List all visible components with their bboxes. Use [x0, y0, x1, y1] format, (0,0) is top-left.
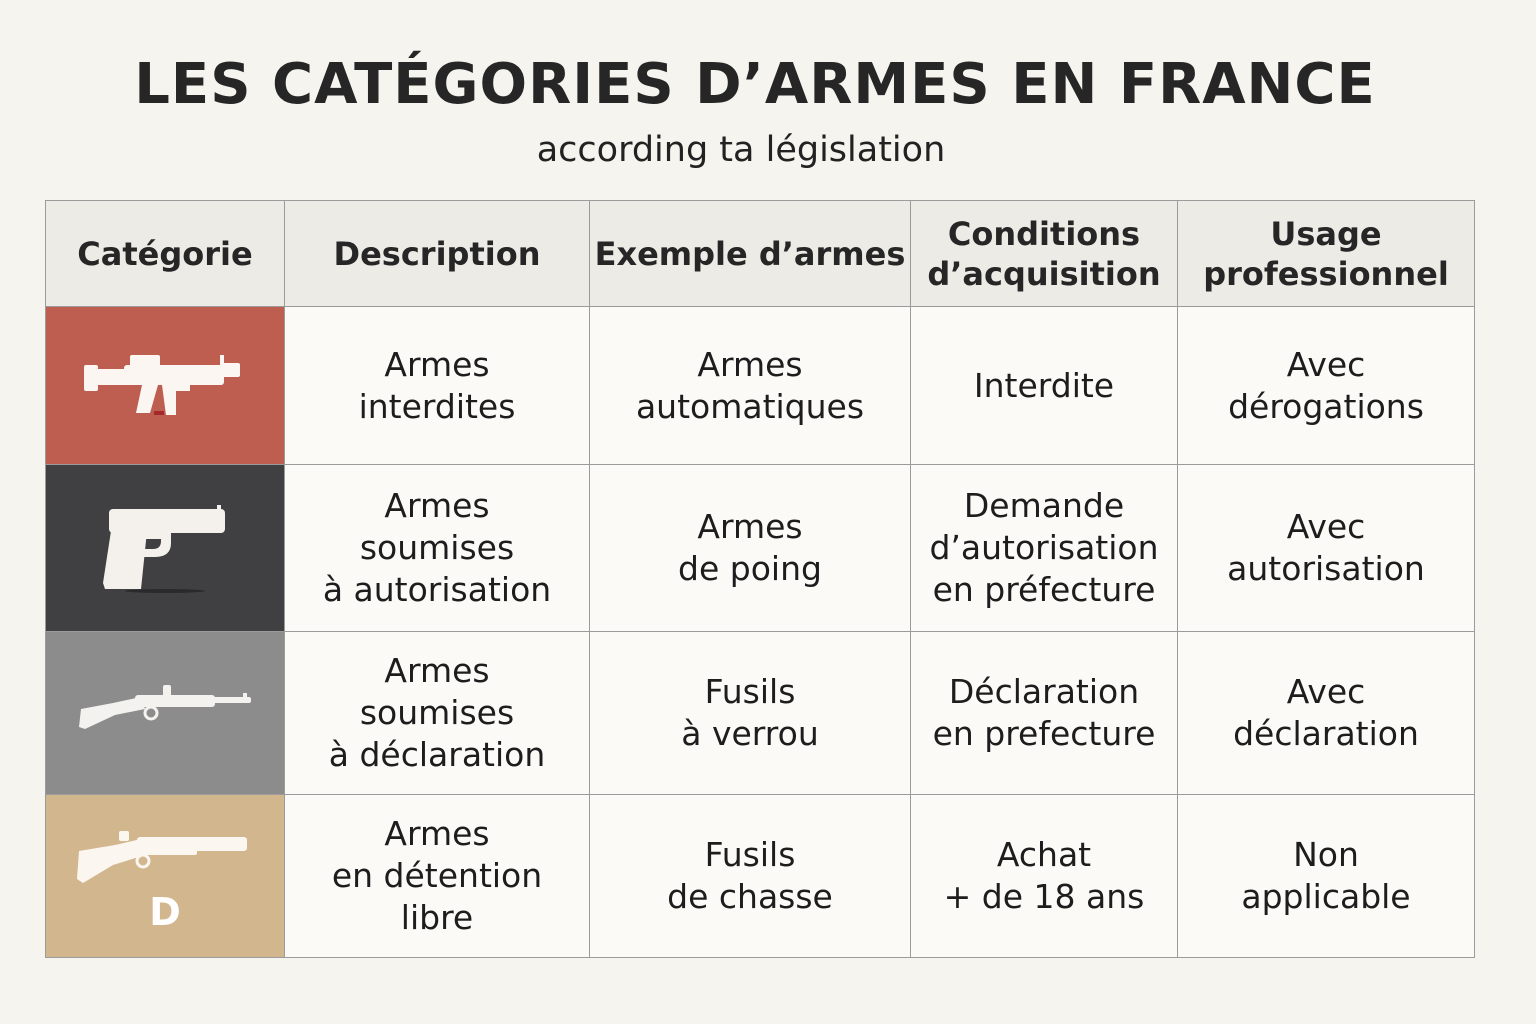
category-cell-d: D	[45, 794, 285, 958]
row-d-description: Armes en détention libre	[284, 794, 590, 958]
handgun-icon	[103, 505, 225, 593]
table-header-row: Catégorie Description Exemple d’armes Co…	[45, 200, 1475, 307]
row-b-usage: Avec autorisation	[1177, 464, 1475, 632]
category-cell-b	[45, 464, 285, 632]
row-b-example: Armes de poing	[589, 464, 911, 632]
assault-rifle-icon	[84, 354, 240, 415]
table-row: D Armes en détention libre Fusils de cha…	[45, 794, 1475, 958]
row-c-conditions: Déclaration en prefecture	[910, 631, 1178, 795]
header-example: Exemple d’armes	[589, 200, 911, 307]
row-d-example-text: Fusils de chasse	[667, 835, 833, 916]
row-c-description-text: Armes soumises à déclaration	[328, 651, 546, 774]
header-description-label: Description	[333, 234, 541, 273]
row-d-conditions-text: Achat + de 18 ans	[943, 835, 1145, 916]
row-c-description: Armes soumises à déclaration	[284, 631, 590, 795]
weapons-category-table: Catégorie Description Exemple d’armes Co…	[45, 200, 1475, 958]
header-conditions: Conditions d’acquisition	[910, 200, 1178, 307]
row-c-example: Fusils à verrou	[589, 631, 911, 795]
category-cell-a	[45, 306, 285, 465]
row-d-usage: Non applicable	[1177, 794, 1475, 958]
row-d-description-text: Armes en détention libre	[331, 814, 543, 937]
header-category-label: Catégorie	[77, 234, 253, 273]
bolt-action-rifle-icon	[79, 685, 251, 729]
table-row: Armes soumises à autorisation Armes de p…	[45, 464, 1475, 632]
table-row: Armes soumises à déclaration Fusils à ve…	[45, 631, 1475, 795]
header-conditions-label: Conditions d’acquisition	[927, 214, 1161, 293]
row-c-conditions-text: Déclaration en prefecture	[932, 672, 1156, 753]
row-b-usage-text: Avec autorisation	[1227, 507, 1425, 588]
header-description: Description	[284, 200, 590, 307]
row-a-conditions-text: Interdite	[973, 365, 1115, 405]
row-b-conditions: Demande d’autorisation en préfecture	[910, 464, 1178, 632]
category-letter-d: D	[149, 890, 181, 934]
row-c-example-text: Fusils à verrou	[681, 672, 819, 753]
row-a-conditions: Interdite	[910, 306, 1178, 465]
row-b-description-text: Armes soumises à autorisation	[322, 486, 552, 609]
header-category: Catégorie	[45, 200, 285, 307]
row-b-example-text: Armes de poing	[678, 507, 822, 588]
page-subtitle: according ta législation	[536, 130, 946, 170]
row-c-usage-text: Avec déclaration	[1233, 672, 1419, 753]
row-d-example: Fusils de chasse	[589, 794, 911, 958]
row-a-description: Armes interdites	[284, 306, 590, 465]
row-a-usage: Avec dérogations	[1177, 306, 1475, 465]
row-b-description: Armes soumises à autorisation	[284, 464, 590, 632]
header-usage: Usage professionnel	[1177, 200, 1475, 307]
header-usage-label: Usage professionnel	[1203, 214, 1449, 293]
page-title: LES CATÉGORIES D’ARMES EN FRANCE	[134, 52, 1376, 117]
row-a-usage-text: Avec dérogations	[1228, 344, 1424, 426]
row-b-conditions-text: Demande d’autorisation en préfecture	[929, 486, 1159, 609]
row-a-example: Armes automatiques	[589, 306, 911, 465]
row-d-conditions: Achat + de 18 ans	[910, 794, 1178, 958]
row-d-usage-text: Non applicable	[1241, 835, 1411, 916]
category-cell-c	[45, 631, 285, 795]
row-a-example-text: Armes automatiques	[635, 344, 865, 426]
table-row: Armes interdites Armes automatiques Inte…	[45, 306, 1475, 465]
row-c-usage: Avec déclaration	[1177, 631, 1475, 795]
hunting-shotgun-icon	[77, 831, 247, 883]
header-example-label: Exemple d’armes	[594, 234, 906, 273]
row-a-description-text: Armes interdites	[358, 344, 516, 426]
